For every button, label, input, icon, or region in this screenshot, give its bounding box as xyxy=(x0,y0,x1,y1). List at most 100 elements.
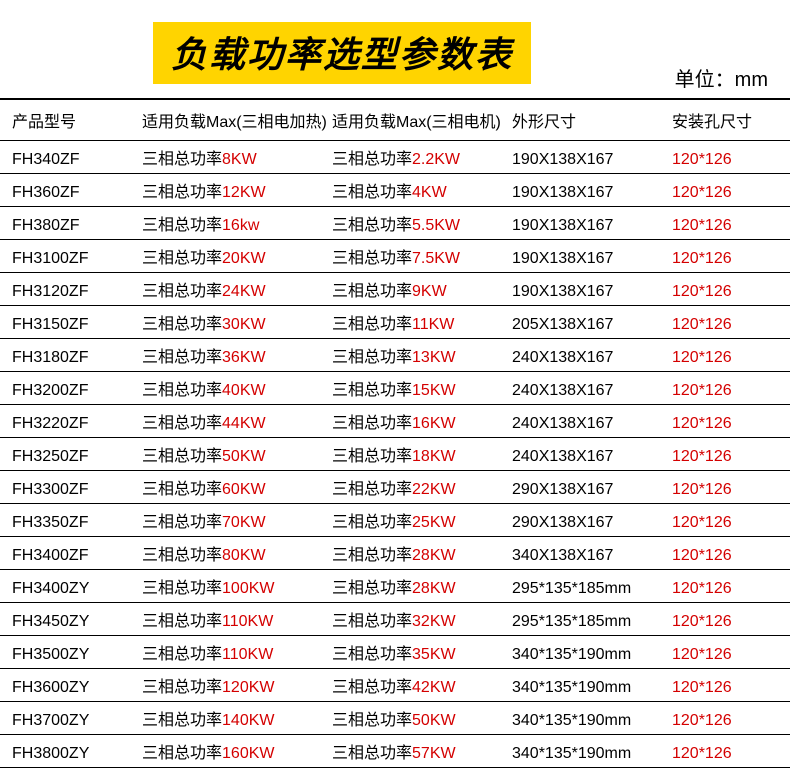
table-row: FH3200ZF三相总功率40KW三相总功率15KW240X138X167120… xyxy=(0,372,790,405)
power-prefix: 三相总功率 xyxy=(142,415,222,432)
heat-value: 30KW xyxy=(222,316,266,333)
table-row: FH3180ZF三相总功率36KW三相总功率13KW240X138X167120… xyxy=(0,339,790,372)
motor-value: 2.2KW xyxy=(412,151,460,168)
cell-heat: 三相总功率120KW xyxy=(130,669,320,702)
power-prefix: 三相总功率 xyxy=(142,382,222,399)
cell-model: FH3120ZF xyxy=(0,273,130,306)
cell-motor: 三相总功率32KW xyxy=(320,603,500,636)
cell-model: FH3300ZF xyxy=(0,471,130,504)
heat-value: 60KW xyxy=(222,481,266,498)
cell-model: FH360ZF xyxy=(0,174,130,207)
cell-model: FH3150ZF xyxy=(0,306,130,339)
heat-value: 50KW xyxy=(222,448,266,465)
cell-motor: 三相总功率4KW xyxy=(320,174,500,207)
power-prefix: 三相总功率 xyxy=(332,646,412,663)
heat-value: 12KW xyxy=(222,184,266,201)
cell-motor: 三相总功率25KW xyxy=(320,504,500,537)
col-header-size: 外形尺寸 xyxy=(500,100,660,141)
cell-size: 190X138X167 xyxy=(500,240,660,273)
motor-value: 13KW xyxy=(412,349,456,366)
heat-value: 110KW xyxy=(222,646,273,663)
power-prefix: 三相总功率 xyxy=(332,481,412,498)
cell-size: 290X138X167 xyxy=(500,504,660,537)
cell-size: 240X138X167 xyxy=(500,438,660,471)
cell-heat: 三相总功率140KW xyxy=(130,702,320,735)
cell-mount: 120*126 xyxy=(660,702,790,735)
cell-heat: 三相总功率24KW xyxy=(130,273,320,306)
col-header-motor: 适用负载Max(三相电机) xyxy=(320,100,500,141)
power-prefix: 三相总功率 xyxy=(142,679,222,696)
power-prefix: 三相总功率 xyxy=(142,613,222,630)
motor-value: 5.5KW xyxy=(412,217,460,234)
cell-model: FH3100ZF xyxy=(0,240,130,273)
heat-value: 44KW xyxy=(222,415,266,432)
cell-motor: 三相总功率28KW xyxy=(320,570,500,603)
cell-mount: 120*126 xyxy=(660,537,790,570)
power-prefix: 三相总功率 xyxy=(142,184,222,201)
cell-motor: 三相总功率11KW xyxy=(320,306,500,339)
motor-value: 18KW xyxy=(412,448,456,465)
table-row: FH3100ZF三相总功率20KW三相总功率7.5KW190X138X16712… xyxy=(0,240,790,273)
power-prefix: 三相总功率 xyxy=(142,250,222,267)
cell-motor: 三相总功率22KW xyxy=(320,471,500,504)
motor-value: 4KW xyxy=(412,184,447,201)
cell-heat: 三相总功率80KW xyxy=(130,537,320,570)
power-prefix: 三相总功率 xyxy=(142,316,222,333)
cell-model: FH3200ZF xyxy=(0,372,130,405)
heat-value: 16kw xyxy=(222,217,259,234)
cell-model: FH3500ZY xyxy=(0,636,130,669)
cell-size: 295*135*185mm xyxy=(500,570,660,603)
cell-heat: 三相总功率12KW xyxy=(130,174,320,207)
cell-mount: 120*126 xyxy=(660,471,790,504)
power-prefix: 三相总功率 xyxy=(142,151,222,168)
cell-heat: 三相总功率30KW xyxy=(130,306,320,339)
cell-model: FH380ZF xyxy=(0,207,130,240)
table-row: FH3350ZF三相总功率70KW三相总功率25KW290X138X167120… xyxy=(0,504,790,537)
cell-mount: 120*126 xyxy=(660,669,790,702)
motor-value: 32KW xyxy=(412,613,456,630)
cell-size: 240X138X167 xyxy=(500,372,660,405)
power-prefix: 三相总功率 xyxy=(332,250,412,267)
cell-size: 340*135*190mm xyxy=(500,735,660,768)
power-prefix: 三相总功率 xyxy=(142,349,222,366)
motor-value: 35KW xyxy=(412,646,456,663)
power-prefix: 三相总功率 xyxy=(142,547,222,564)
table-row: FH340ZF三相总功率8KW三相总功率2.2KW190X138X167120*… xyxy=(0,141,790,174)
cell-heat: 三相总功率160KW xyxy=(130,735,320,768)
cell-model: FH3250ZF xyxy=(0,438,130,471)
heat-value: 40KW xyxy=(222,382,266,399)
table-row: FH3250ZF三相总功率50KW三相总功率18KW240X138X167120… xyxy=(0,438,790,471)
cell-size: 340*135*190mm xyxy=(500,636,660,669)
unit-label: 单位：mm xyxy=(675,63,768,92)
cell-model: FH3450ZY xyxy=(0,603,130,636)
table-body: FH340ZF三相总功率8KW三相总功率2.2KW190X138X167120*… xyxy=(0,141,790,768)
col-header-mount: 安装孔尺寸 xyxy=(660,100,790,141)
cell-heat: 三相总功率100KW xyxy=(130,570,320,603)
power-prefix: 三相总功率 xyxy=(332,745,412,762)
cell-heat: 三相总功率44KW xyxy=(130,405,320,438)
cell-model: FH3220ZF xyxy=(0,405,130,438)
power-prefix: 三相总功率 xyxy=(142,448,222,465)
power-prefix: 三相总功率 xyxy=(332,679,412,696)
power-prefix: 三相总功率 xyxy=(332,283,412,300)
power-prefix: 三相总功率 xyxy=(142,712,222,729)
cell-model: FH3180ZF xyxy=(0,339,130,372)
cell-model: FH3700ZY xyxy=(0,702,130,735)
cell-size: 190X138X167 xyxy=(500,174,660,207)
cell-motor: 三相总功率16KW xyxy=(320,405,500,438)
cell-motor: 三相总功率57KW xyxy=(320,735,500,768)
cell-mount: 120*126 xyxy=(660,372,790,405)
cell-model: FH340ZF xyxy=(0,141,130,174)
power-prefix: 三相总功率 xyxy=(332,151,412,168)
table-row: FH3300ZF三相总功率60KW三相总功率22KW290X138X167120… xyxy=(0,471,790,504)
cell-mount: 120*126 xyxy=(660,339,790,372)
cell-motor: 三相总功率9KW xyxy=(320,273,500,306)
cell-motor: 三相总功率5.5KW xyxy=(320,207,500,240)
cell-heat: 三相总功率110KW xyxy=(130,636,320,669)
table-row: FH3800ZY三相总功率160KW三相总功率57KW340*135*190mm… xyxy=(0,735,790,768)
cell-motor: 三相总功率50KW xyxy=(320,702,500,735)
motor-value: 42KW xyxy=(412,679,456,696)
cell-model: FH3350ZF xyxy=(0,504,130,537)
motor-value: 50KW xyxy=(412,712,456,729)
table-row: FH3400ZF三相总功率80KW三相总功率28KW340X138X167120… xyxy=(0,537,790,570)
